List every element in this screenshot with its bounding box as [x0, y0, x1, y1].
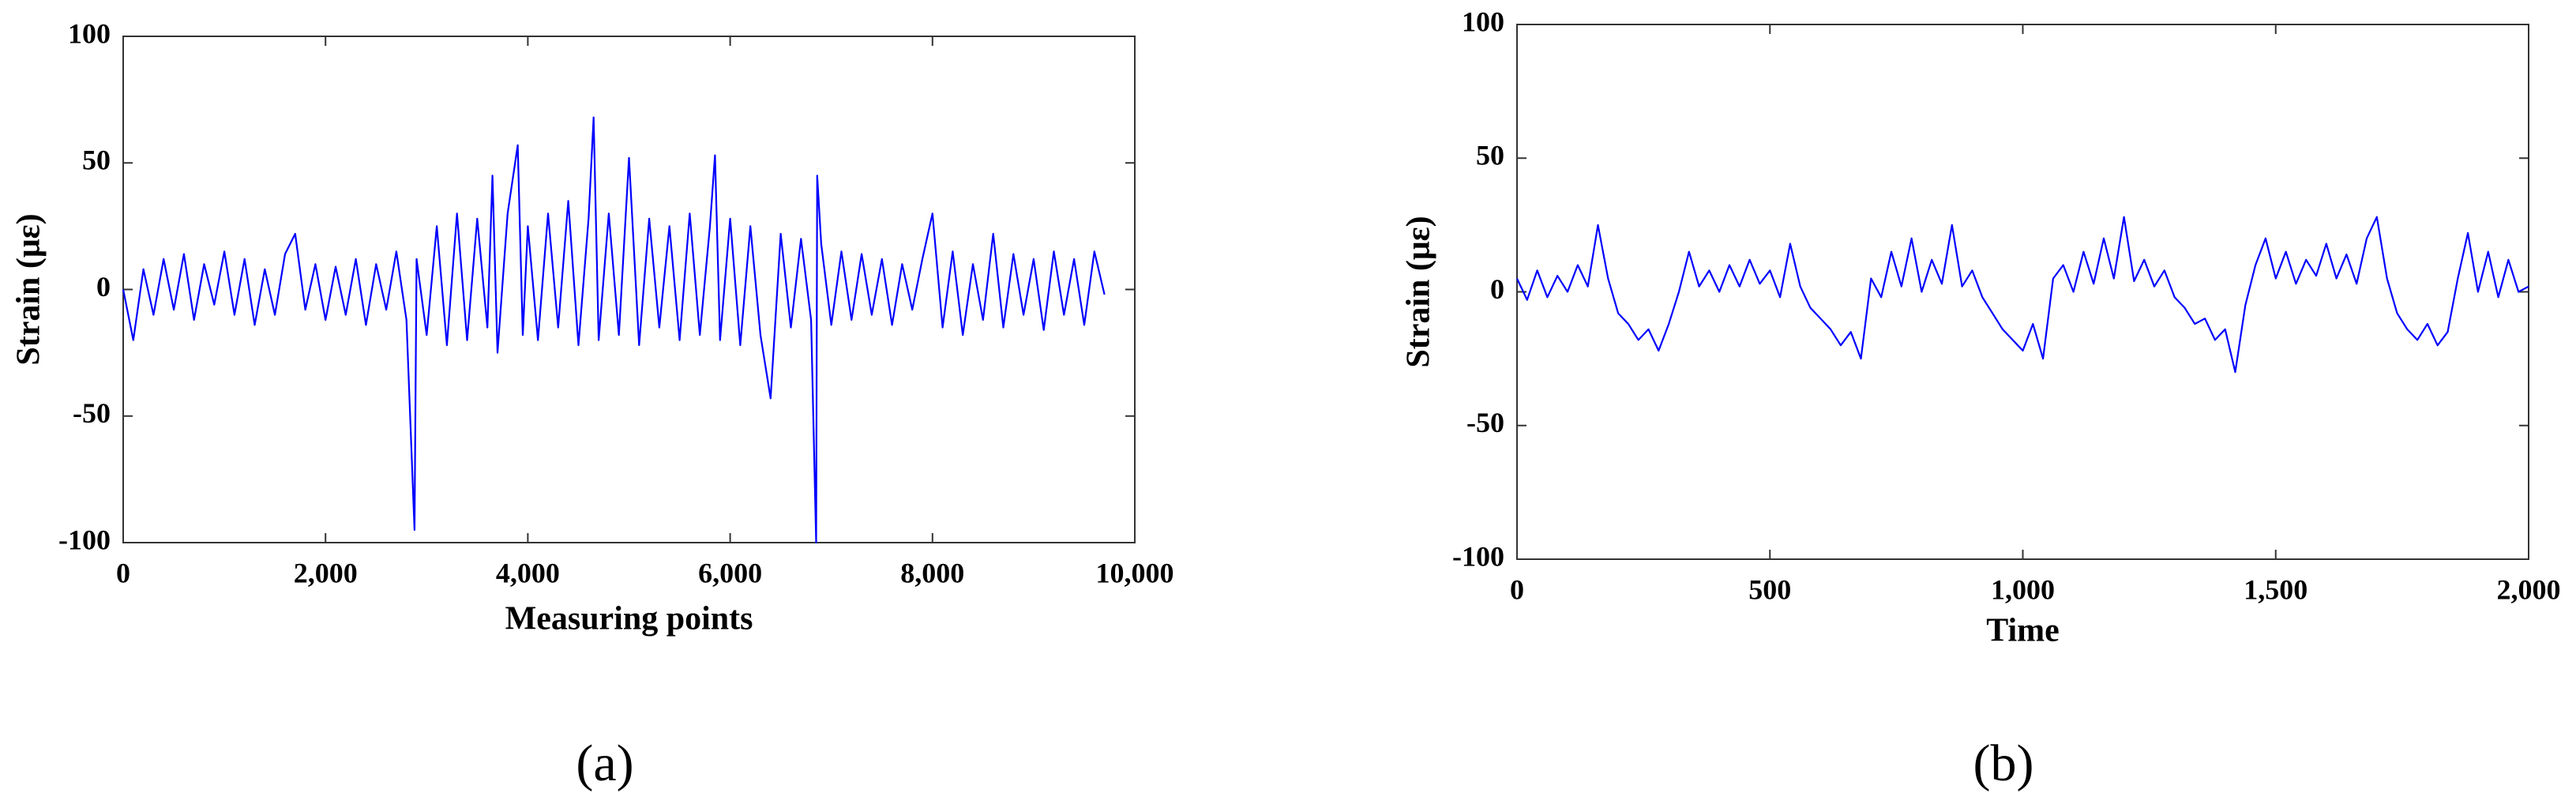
x-tick-label: 0: [116, 557, 130, 588]
y-tick-label: -100: [58, 524, 111, 555]
x-tick-label: 4,000: [496, 557, 560, 588]
y-tick-label: 100: [1462, 6, 1504, 37]
x-tick-label: 6,000: [698, 557, 762, 588]
y-axis-label: Strain (με): [11, 213, 47, 365]
y-tick-label: -50: [1466, 407, 1504, 438]
x-tick-label: 0: [1510, 573, 1524, 605]
y-tick-label: 50: [82, 145, 111, 176]
y-tick-label: 0: [1490, 273, 1504, 305]
y-axis-label: Strain (με): [1401, 216, 1437, 367]
x-tick-label: 8,000: [900, 557, 964, 588]
panel-caption: (a): [576, 735, 633, 792]
x-tick-label: 2,000: [2497, 573, 2561, 605]
y-tick-label: 100: [68, 17, 111, 49]
panel-caption: (b): [1973, 735, 2034, 792]
x-tick-label: 10,000: [1096, 557, 1174, 588]
axes-box: [1516, 24, 2529, 560]
signal-line: [122, 116, 1106, 544]
x-axis-label: Time: [1986, 613, 2060, 649]
x-tick-label: 1,500: [2244, 573, 2308, 605]
y-tick-label: -100: [1452, 540, 1504, 572]
y-tick-label: 0: [96, 271, 111, 303]
signal-line: [1516, 216, 2529, 374]
x-tick-label: 500: [1748, 573, 1791, 605]
x-tick-label: 2,000: [294, 557, 358, 588]
y-tick-label: -50: [73, 397, 111, 429]
x-axis-label: Measuring points: [505, 601, 753, 637]
axes-box: [122, 36, 1136, 543]
y-tick-label: 50: [1476, 140, 1504, 171]
x-tick-label: 1,000: [1991, 573, 2055, 605]
